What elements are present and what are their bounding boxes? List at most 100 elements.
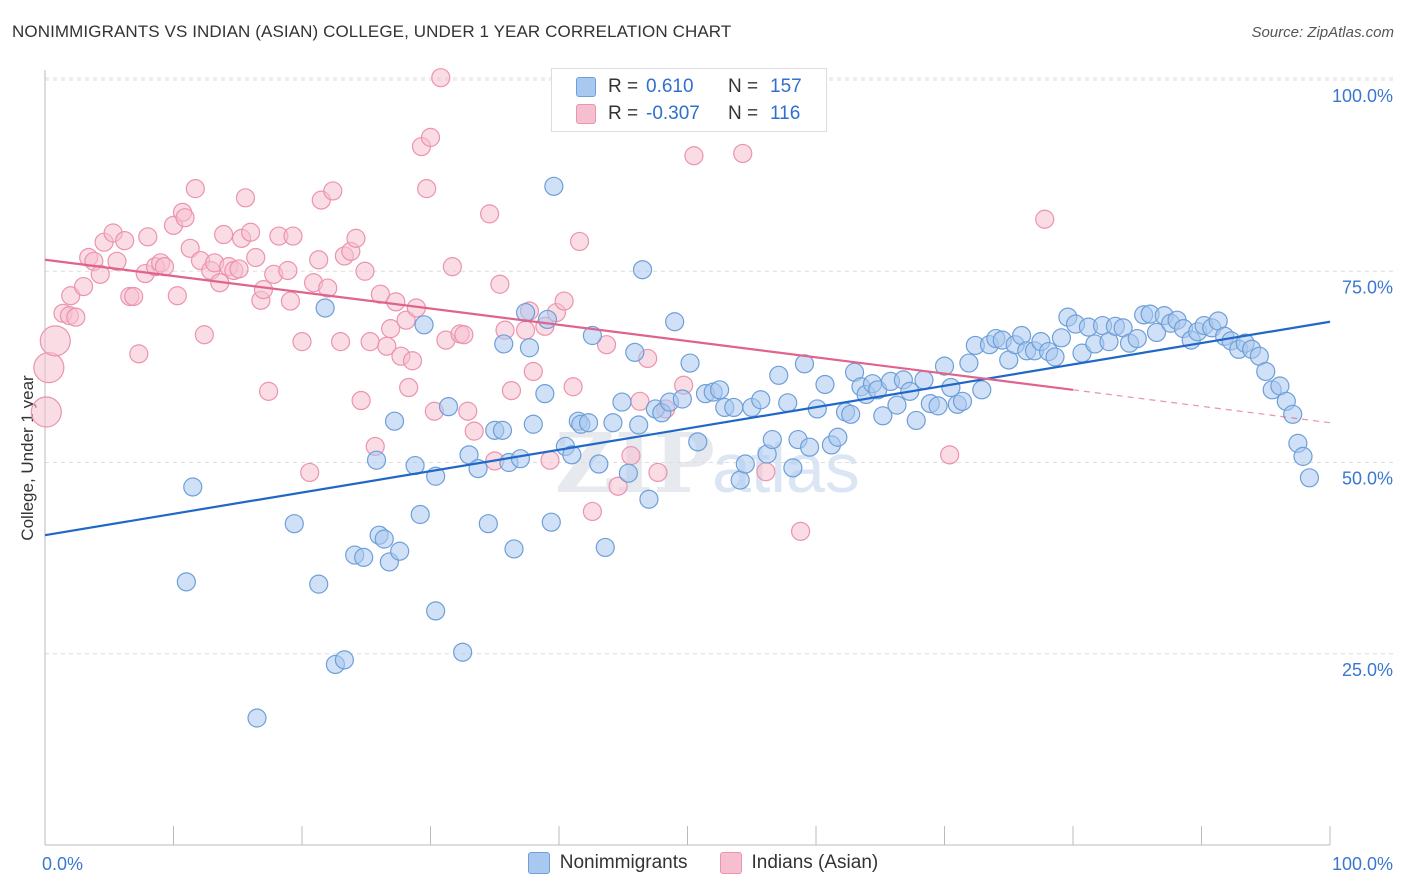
data-point-indians [355, 261, 375, 281]
data-point-indians [278, 260, 298, 281]
y-tick-label: 75.0% [1342, 277, 1393, 297]
data-point-indians [194, 325, 214, 345]
data-point-nonimmigrants [1283, 404, 1303, 424]
data-point-indians [458, 401, 478, 421]
data-point-indians [454, 325, 474, 345]
data-point-indians [501, 380, 522, 401]
data-point-indians [381, 319, 401, 339]
data-point-nonimmigrants [1293, 446, 1313, 466]
data-point-nonimmigrants [562, 445, 582, 465]
data-point-indians [940, 445, 960, 465]
data-point-nonimmigrants [523, 414, 543, 434]
data-point-indians [346, 228, 366, 248]
data-point-nonimmigrants [247, 708, 267, 728]
data-point-indians [66, 307, 86, 327]
data-point-indians [229, 259, 249, 279]
n-label: N = [728, 103, 759, 124]
data-point-nonimmigrants [778, 393, 798, 413]
data-point-indians [283, 226, 303, 246]
data-point-nonimmigrants [535, 384, 555, 404]
data-point-nonimmigrants [176, 572, 196, 592]
series-legend: Nonimmigrants Indians (Asian) [0, 852, 1406, 874]
chart-title: NONIMMIGRANTS VS INDIAN (ASIAN) COLLEGE,… [12, 22, 732, 41]
data-point-indians [175, 208, 195, 228]
data-point-nonimmigrants [1299, 468, 1320, 488]
data-point-indians [396, 310, 416, 330]
trendline-nonimmigrants [44, 320, 1331, 537]
data-point-nonimmigrants [582, 325, 603, 346]
data-point-nonimmigrants [639, 489, 659, 509]
n-value: 157 [770, 76, 802, 97]
data-point-indians [300, 462, 320, 483]
data-point-indians [420, 127, 441, 147]
data-point-nonimmigrants [390, 541, 410, 561]
data-point-indians [246, 247, 266, 268]
data-point-indians [253, 280, 274, 300]
blue-swatch [527, 852, 550, 874]
r-value: 0.610 [646, 76, 694, 97]
data-point-nonimmigrants [762, 429, 782, 450]
data-point-indians [621, 446, 641, 466]
data-point-indians [351, 390, 371, 411]
data-point-indians [241, 222, 261, 242]
data-point-nonimmigrants [438, 397, 459, 417]
data-point-indians [154, 257, 175, 277]
data-point-indians [790, 521, 811, 541]
data-point-nonimmigrants [1256, 361, 1276, 382]
data-point-nonimmigrants [504, 539, 524, 559]
n-value: 116 [770, 103, 801, 124]
data-point-nonimmigrants [309, 574, 329, 594]
r-label: R = [608, 103, 639, 124]
data-point-nonimmigrants [354, 547, 374, 567]
data-point-nonimmigrants [672, 389, 692, 409]
data-point-indians [115, 231, 135, 251]
data-point-indians [480, 204, 500, 224]
data-point-nonimmigrants [384, 411, 405, 431]
data-point-nonimmigrants [828, 427, 848, 447]
data-point-nonimmigrants [510, 449, 531, 469]
data-point-indians [1035, 209, 1055, 229]
data-point-nonimmigrants [710, 380, 730, 400]
data-point-nonimmigrants [426, 601, 446, 621]
data-point-nonimmigrants [612, 392, 632, 412]
data-point-indians [684, 146, 704, 166]
data-point-nonimmigrants [873, 406, 893, 426]
data-point-nonimmigrants [603, 413, 623, 433]
data-point-indians [648, 462, 668, 483]
data-point-indians [73, 276, 94, 297]
data-point-indians [563, 377, 583, 397]
data-point-indians [515, 320, 536, 340]
data-point-indians [138, 227, 158, 247]
data-point-nonimmigrants [374, 529, 394, 549]
data-point-nonimmigrants [730, 470, 750, 490]
legend-item-indians[interactable]: Indians (Asian) [719, 852, 878, 874]
legend-row-nonimmigrants: R = 0.610 N = 157 [576, 74, 802, 100]
data-point-indians [596, 335, 617, 355]
data-point-indians [569, 231, 590, 252]
x-tick-label: 0.0% [42, 854, 83, 874]
data-point-nonimmigrants [541, 512, 561, 532]
data-point-indians [540, 450, 560, 470]
y-tick-label: 50.0% [1342, 469, 1393, 489]
data-point-indians [330, 332, 351, 352]
data-point-indians [399, 377, 419, 398]
data-point-nonimmigrants [366, 450, 387, 470]
data-point-nonimmigrants [735, 454, 755, 474]
data-point-nonimmigrants [494, 334, 514, 354]
data-point-indians [280, 291, 301, 311]
data-point-nonimmigrants [1146, 322, 1167, 343]
data-point-indians [129, 344, 149, 364]
data-point-nonimmigrants [783, 458, 803, 478]
pink-swatch [719, 852, 742, 874]
data-point-nonimmigrants [906, 410, 926, 431]
data-point-nonimmigrants [183, 477, 203, 497]
data-point-nonimmigrants [928, 396, 948, 416]
legend-item-nonimmigrants[interactable]: Nonimmigrants [527, 852, 688, 874]
data-point-indians [417, 179, 437, 199]
data-point-nonimmigrants [625, 342, 645, 362]
data-point-nonimmigrants [972, 380, 992, 400]
data-point-indians [523, 361, 543, 382]
r-value: -0.307 [646, 103, 700, 124]
data-point-indians [318, 278, 338, 298]
